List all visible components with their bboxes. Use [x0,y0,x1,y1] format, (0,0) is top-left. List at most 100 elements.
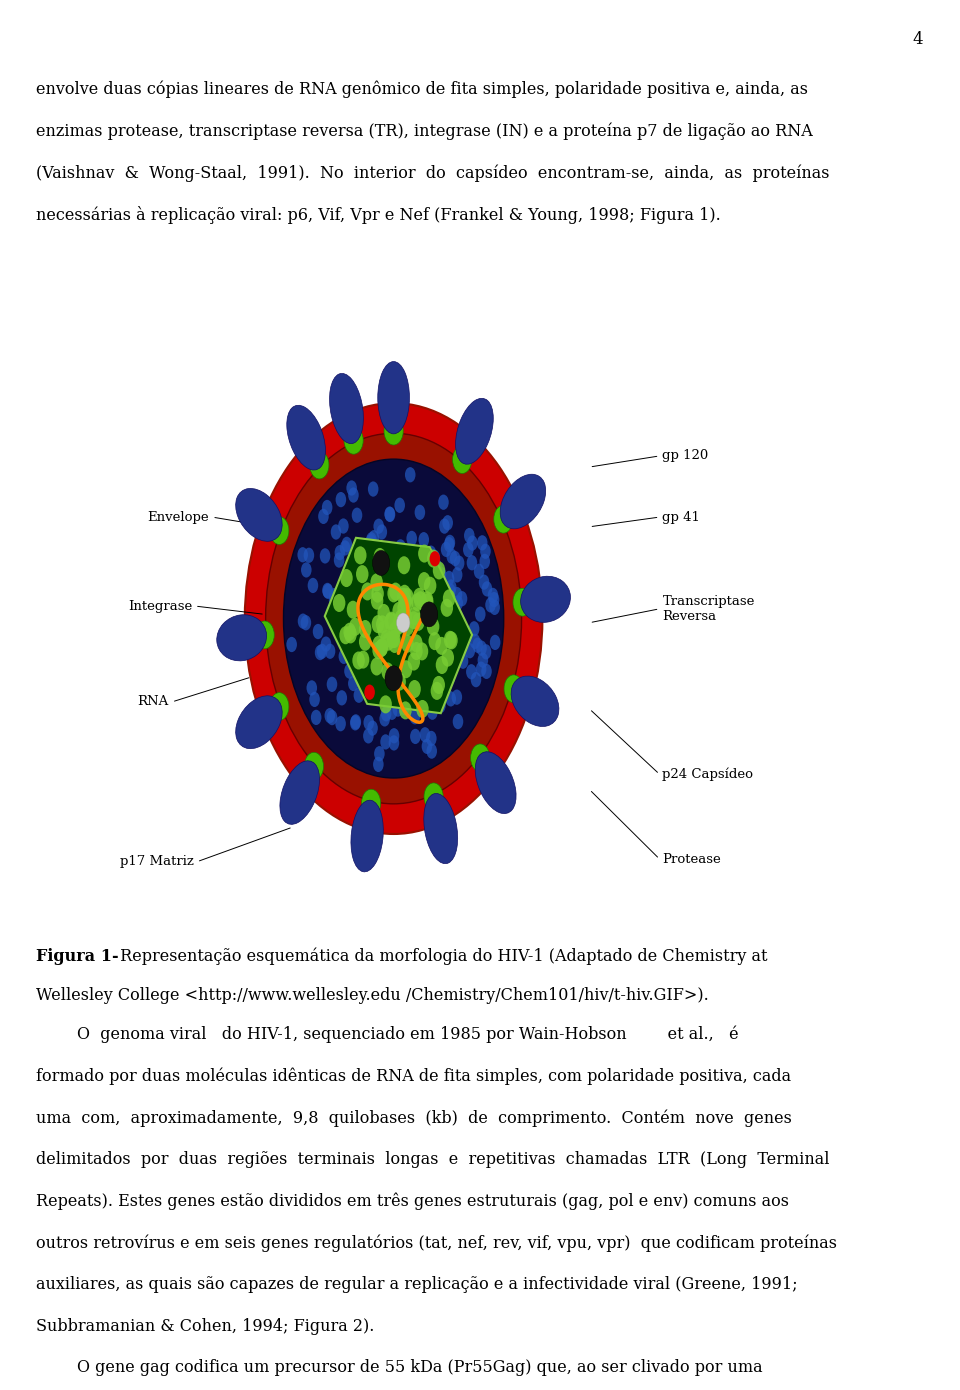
Polygon shape [324,538,472,713]
Circle shape [395,626,405,641]
Circle shape [405,467,416,482]
Circle shape [415,505,425,520]
Circle shape [470,744,490,771]
Circle shape [475,606,486,621]
Circle shape [366,532,376,548]
Circle shape [476,641,487,656]
Circle shape [349,617,362,635]
Circle shape [387,630,399,648]
Circle shape [315,645,325,660]
Circle shape [387,705,397,720]
Circle shape [436,656,448,674]
Circle shape [369,530,379,545]
Circle shape [419,545,431,563]
Circle shape [385,564,396,580]
Circle shape [467,555,477,570]
Circle shape [307,578,318,594]
Circle shape [359,588,370,603]
Ellipse shape [511,676,559,727]
Text: O  genoma viral   do HIV-1, sequenciado em 1985 por Wain-Hobson        et al.,  : O genoma viral do HIV-1, sequenciado em … [36,1026,739,1044]
Circle shape [377,603,390,621]
Circle shape [375,628,386,644]
Circle shape [422,595,433,610]
Circle shape [444,535,455,550]
Circle shape [361,582,373,600]
Circle shape [329,588,340,603]
Circle shape [446,607,457,623]
Circle shape [370,606,380,621]
Circle shape [424,783,444,810]
Circle shape [444,631,456,649]
Circle shape [420,667,430,682]
Ellipse shape [351,801,383,872]
Circle shape [481,644,492,659]
Ellipse shape [217,614,267,660]
Circle shape [391,635,401,651]
Circle shape [418,573,430,591]
Text: Subbramanian & Cohen, 1994; Figura 2).: Subbramanian & Cohen, 1994; Figura 2). [36,1318,374,1334]
Circle shape [397,648,408,663]
Circle shape [379,695,392,713]
Circle shape [339,621,349,637]
Circle shape [317,644,327,659]
Circle shape [372,550,390,575]
Circle shape [323,582,333,598]
Circle shape [485,598,495,613]
Text: formado por duas moléculas idênticas de RNA de fita simples, com polaridade posi: formado por duas moléculas idênticas de … [36,1068,792,1086]
Circle shape [410,728,420,744]
Circle shape [353,666,364,681]
Circle shape [409,624,420,639]
Circle shape [435,623,445,638]
Circle shape [324,708,335,723]
Circle shape [394,614,406,632]
Circle shape [393,652,403,667]
Circle shape [402,659,413,674]
Circle shape [403,626,414,641]
Circle shape [441,599,453,617]
Circle shape [376,594,387,609]
Circle shape [373,548,386,566]
Circle shape [386,594,396,609]
Circle shape [408,600,419,616]
Circle shape [403,648,414,663]
Circle shape [426,631,437,646]
Ellipse shape [456,399,493,464]
Circle shape [452,446,471,474]
Circle shape [410,642,422,660]
Circle shape [408,680,420,698]
Circle shape [373,623,384,638]
Circle shape [477,652,488,667]
Circle shape [377,620,388,635]
Circle shape [373,756,384,771]
Circle shape [451,689,462,705]
Circle shape [369,634,379,649]
Text: Protease: Protease [662,852,721,866]
Circle shape [372,635,385,653]
Circle shape [416,637,426,652]
Circle shape [395,498,405,513]
Circle shape [384,571,395,587]
Circle shape [381,663,394,681]
Circle shape [396,613,410,632]
Circle shape [401,606,412,621]
Circle shape [401,635,414,653]
Circle shape [398,606,411,624]
Ellipse shape [377,361,409,434]
Circle shape [410,709,420,724]
Circle shape [377,621,390,639]
Circle shape [420,602,438,627]
Text: Repeats). Estes genes estão divididos em três genes estruturais (gag, pol e env): Repeats). Estes genes estão divididos em… [36,1193,789,1211]
Circle shape [427,595,438,610]
Circle shape [356,620,367,635]
Circle shape [377,555,388,570]
Circle shape [400,595,413,613]
Circle shape [402,581,413,596]
Circle shape [322,500,332,516]
Circle shape [345,626,357,644]
Circle shape [463,542,473,557]
Circle shape [490,635,500,651]
Circle shape [399,702,412,720]
Circle shape [372,616,384,634]
Text: gp 41: gp 41 [662,510,700,524]
Circle shape [318,509,328,524]
